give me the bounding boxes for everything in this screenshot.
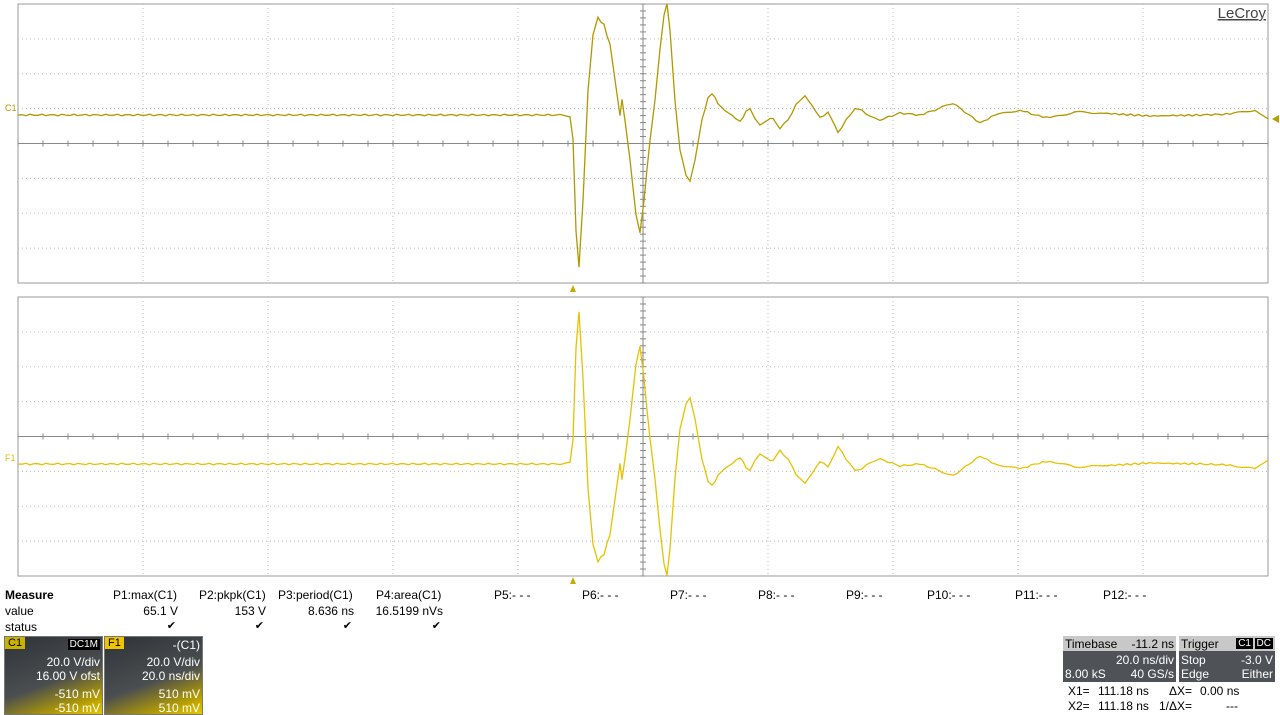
param-name: P8:- - - [758,588,795,602]
level-marker [1272,115,1279,123]
type: Edge [1181,667,1210,681]
channel-name: F1 [105,637,124,649]
cursor-label: X1= [1068,684,1090,698]
cursor-value: -510 mV [54,701,100,715]
mode: Stop [1181,653,1206,667]
cursor-label: 1/ΔX= [1159,699,1193,713]
param-value: 8.636 ns [307,604,354,618]
level: -3.0 V [1240,653,1273,667]
coupling: DC [1254,638,1273,649]
status-icon: ✔ [342,620,352,632]
channel-name: C1 [5,637,26,649]
status-icon: ✔ [166,620,176,632]
param-value: 153 V [234,604,266,618]
param-name: P7:- - - [670,588,707,602]
measure-header: Measure [5,588,54,602]
offset: 16.00 V ofst [35,669,100,683]
param-name: P9:- - - [846,588,883,602]
channel-c1[interactable]: C1 DC1M 20.0 V/div 16.00 V ofst -510 mV … [4,636,103,715]
cursor-label: ΔX= [1169,684,1193,698]
scale: 20.0 ns/div [1115,653,1174,667]
param-name: P1:max(C1) [113,588,178,602]
trigger-box[interactable]: Trigger C1 DC Stop -3.0 V Edge Either [1179,636,1275,682]
status-icon: ✔ [254,620,264,632]
source: -(C1) [172,638,200,652]
param-name: P12:- - - [1103,588,1147,602]
scope-display: LeCroy C1 F1 [5,3,1279,584]
param-name: P10:- - - [927,588,971,602]
param-name: P4:area(C1) [376,588,442,602]
cursor-value: 510 mV [158,687,200,701]
param-value: 65.1 V [143,604,178,618]
param-name: P3:period(C1) [278,588,353,602]
header-bg [1063,636,1176,651]
cursor-value: 111.18 ns [1098,684,1149,698]
label: Timebase [1065,637,1118,651]
cursor-value: -510 mV [54,687,100,701]
trace-label: C1 [5,103,17,113]
scale: 20.0 V/div [46,655,100,669]
scale: 20.0 V/div [146,655,200,669]
slope: Either [1241,667,1273,681]
brand: LeCroy [1218,5,1267,22]
param-name: P2:pkpk(C1) [199,588,266,602]
channel-f1[interactable]: F1 -(C1) 20.0 V/div 20.0 ns/div 510 mV 5… [104,636,203,715]
trace-f1 [17,311,1269,576]
source: C1 [1236,638,1253,649]
samples: 8.00 kS [1065,667,1106,681]
cursor-value: 0.00 ns [1200,684,1240,698]
trace-label: F1 [5,453,16,463]
cursor-value: 111.18 ns [1098,699,1149,713]
trace-c1 [17,3,1269,268]
param-name: P11:- - - [1015,588,1058,602]
timebase: 20.0 ns/div [141,669,200,683]
param-value: 16.5199 nVs [375,604,443,618]
label: Trigger [1181,637,1219,651]
trigger-marker [570,577,576,584]
cursor-label: X2= [1068,699,1090,713]
cursor-value: --- [1226,699,1238,713]
timebase-box[interactable]: Timebase -11.2 ns 20.0 ns/div 8.00 kS 40… [1063,636,1176,682]
delay: -11.2 ns [1131,637,1174,651]
cursor-value: 510 mV [158,701,200,715]
row-label: value [5,604,34,618]
rate: 40 GS/s [1130,667,1174,681]
param-name: P6:- - - [582,588,619,602]
status-icon: ✔ [431,620,441,632]
row-label: status [5,620,38,634]
trigger-marker [570,285,576,292]
param-name: P5:- - - [494,588,531,602]
coupling: DC1M [67,639,100,650]
